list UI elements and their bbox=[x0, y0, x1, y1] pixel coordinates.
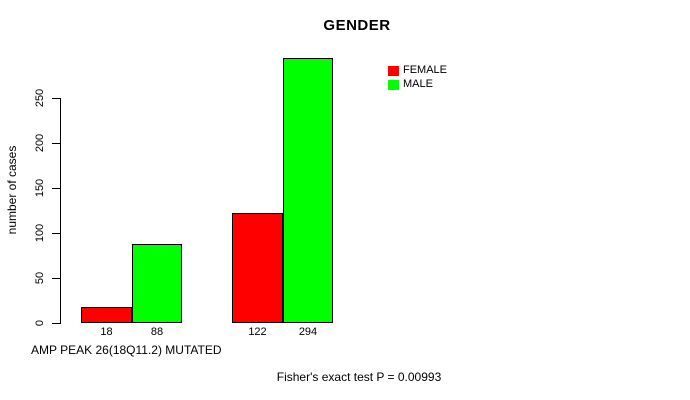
legend-label: FEMALE bbox=[403, 64, 448, 76]
legend-item: MALE bbox=[388, 79, 447, 90]
bar-male-group-1 bbox=[132, 244, 182, 323]
y-tick-label: 50 bbox=[34, 271, 46, 285]
stats-annotation: Fisher's exact test P = 0.00993 bbox=[276, 370, 442, 384]
legend-item: FEMALE bbox=[388, 65, 447, 76]
y-tick-mark bbox=[52, 323, 60, 324]
bar-value-label: 294 bbox=[298, 326, 318, 338]
y-tick-label: 200 bbox=[34, 133, 46, 153]
bar-value-label: 18 bbox=[100, 326, 113, 338]
y-tick-mark bbox=[52, 98, 60, 99]
y-tick-label: 150 bbox=[34, 178, 46, 198]
legend: FEMALE MALE bbox=[388, 65, 447, 90]
y-tick-mark bbox=[52, 233, 60, 234]
y-tick-mark bbox=[52, 278, 60, 279]
y-tick-mark bbox=[52, 188, 60, 189]
y-axis-title: number of cases bbox=[5, 145, 19, 235]
bar-female-group-2 bbox=[232, 213, 283, 323]
y-tick-label: 250 bbox=[34, 88, 46, 108]
bar-female-group-1 bbox=[81, 307, 132, 323]
bar-male-group-2 bbox=[283, 58, 333, 323]
legend-swatch-icon bbox=[388, 65, 399, 76]
y-axis-line bbox=[60, 98, 61, 324]
y-tick-label: 100 bbox=[34, 223, 46, 243]
y-tick-mark bbox=[52, 143, 60, 144]
legend-swatch-icon bbox=[388, 79, 399, 90]
y-tick-label: 0 bbox=[34, 319, 46, 327]
chart-title: GENDER bbox=[323, 17, 391, 34]
legend-label: MALE bbox=[403, 78, 433, 90]
bar-value-label: 88 bbox=[150, 326, 164, 338]
group-annotation: AMP PEAK 26(18Q11.2) MUTATED bbox=[31, 343, 222, 357]
bar-value-label: 122 bbox=[248, 326, 267, 338]
